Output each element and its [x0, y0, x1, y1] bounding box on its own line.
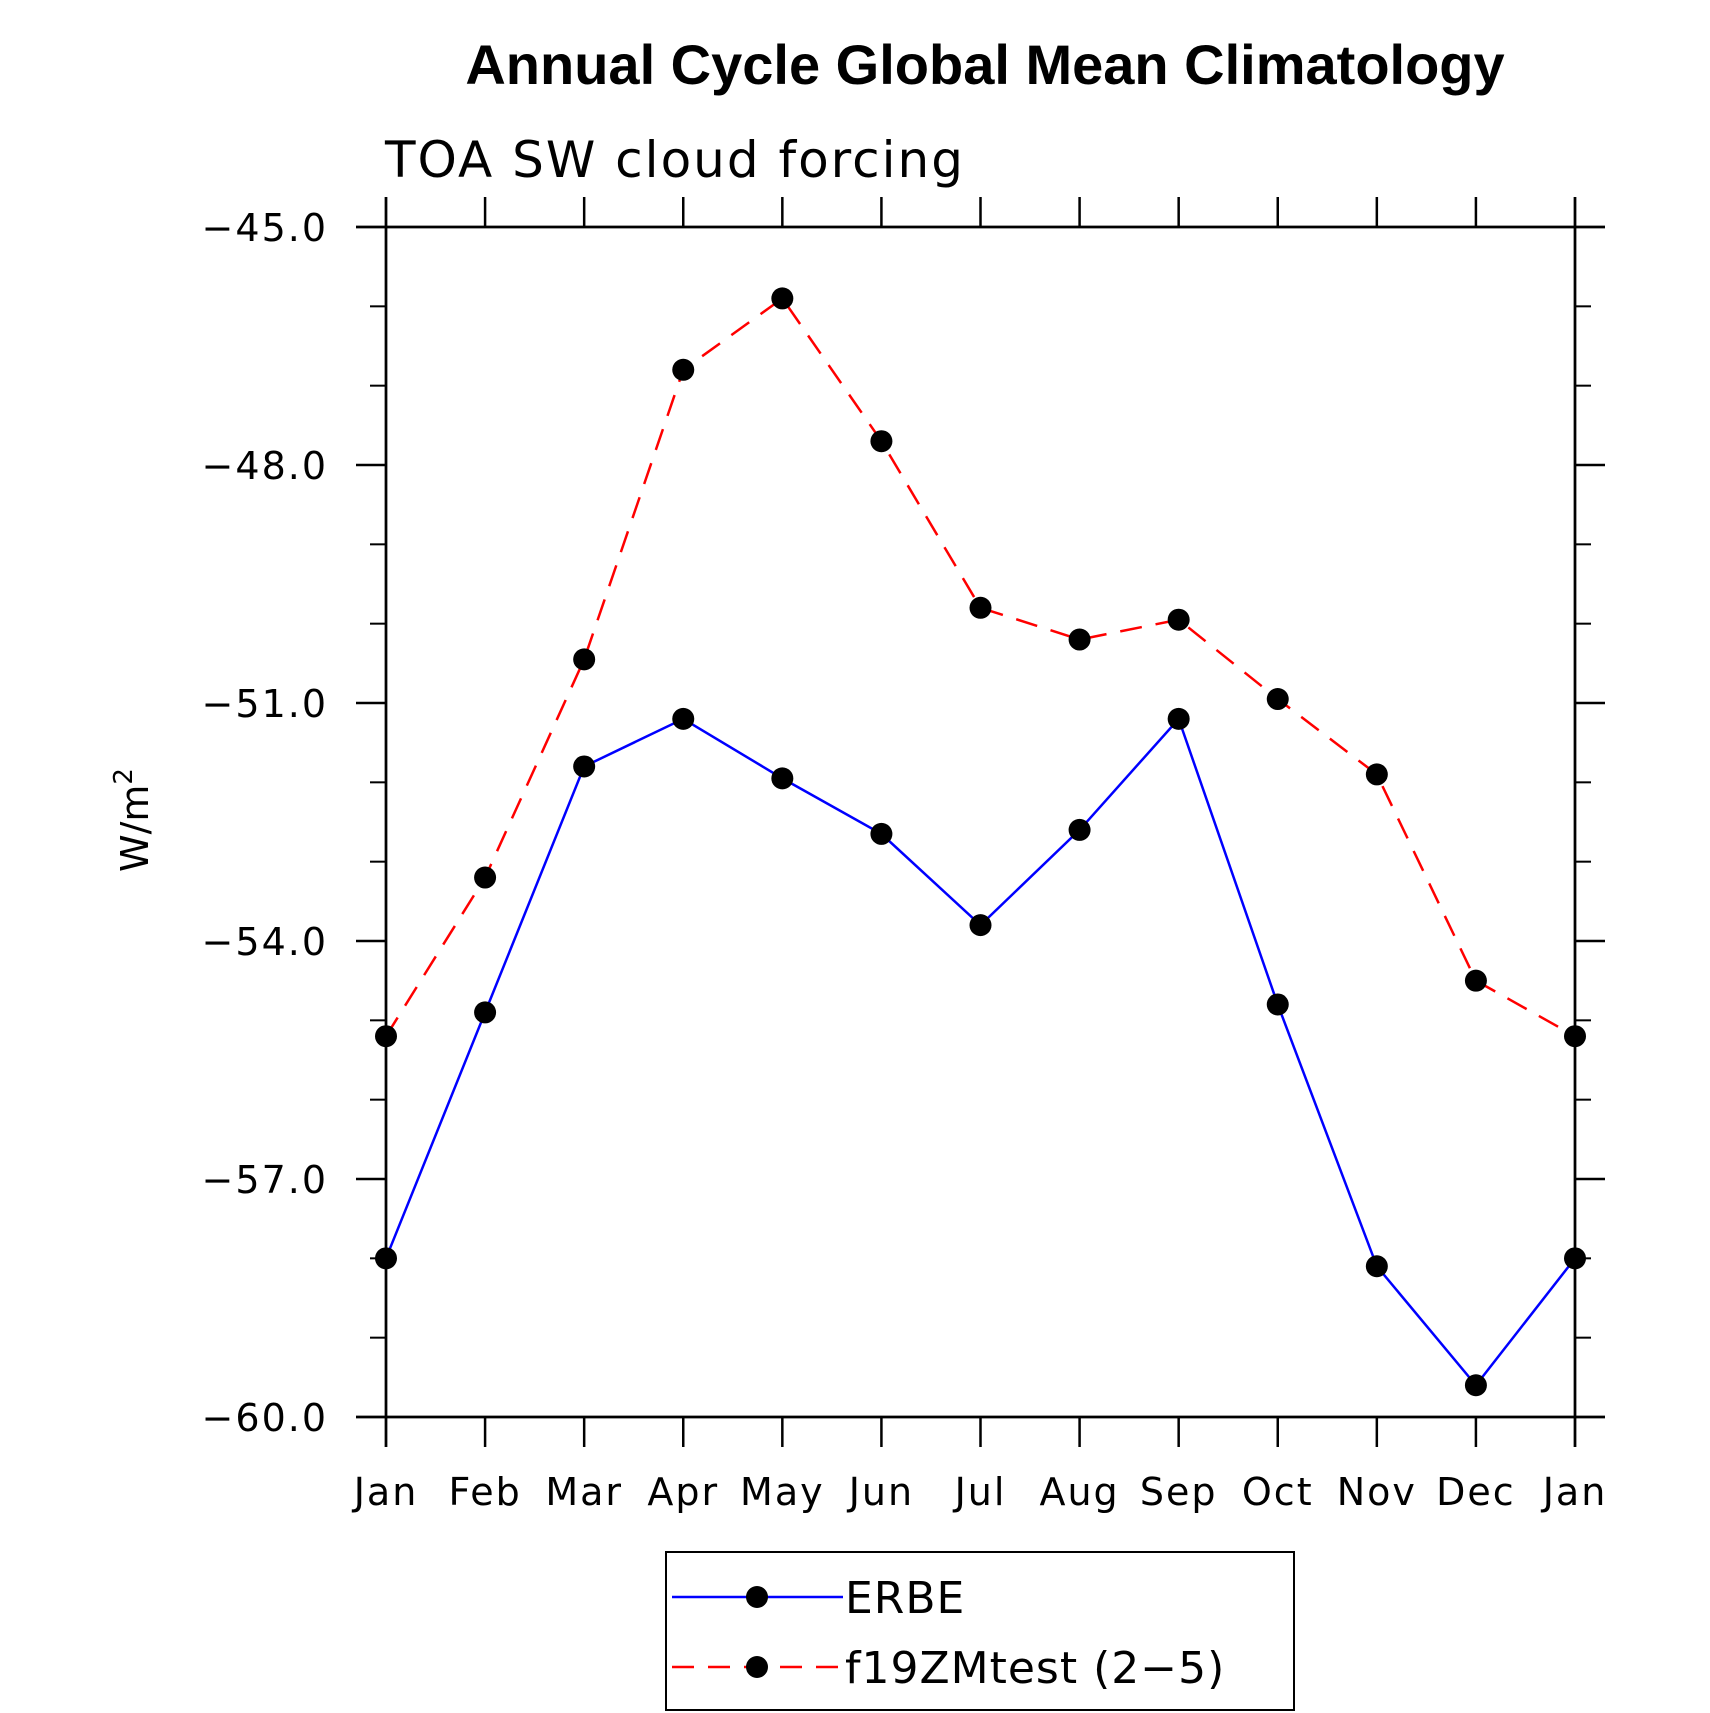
data-point-erbe — [1564, 1247, 1586, 1270]
data-point-f19zmtest-2-5 — [969, 596, 992, 619]
legend-label-f19zmtest: f19ZMtest (2−5) — [845, 1643, 1225, 1694]
series-layer — [375, 287, 1586, 1397]
x-tick-label: Feb — [448, 1470, 521, 1514]
data-point-erbe — [870, 822, 893, 845]
y-tick-label: −48.0 — [202, 444, 328, 488]
legend-label-erbe: ERBE — [845, 1573, 965, 1624]
x-tick-label: Sep — [1140, 1470, 1218, 1514]
legend-entry-erbe: ERBE — [672, 1573, 965, 1624]
data-point-f19zmtest-2-5 — [1068, 628, 1091, 651]
data-point-erbe — [573, 755, 596, 778]
legend-entry-f19zmtest: f19ZMtest (2−5) — [672, 1643, 1225, 1694]
y-tick-label: −54.0 — [202, 920, 328, 964]
data-point-erbe — [1068, 818, 1091, 841]
data-point-f19zmtest-2-5 — [1266, 688, 1289, 711]
legend-marker-f19zmtest — [746, 1656, 768, 1678]
x-tick-label: May — [740, 1470, 825, 1514]
x-tick-label: Nov — [1337, 1470, 1417, 1514]
data-point-erbe — [375, 1247, 397, 1270]
legend-box — [665, 1551, 1295, 1711]
y-axis-label: W/m2 — [109, 768, 157, 872]
data-point-f19zmtest-2-5 — [771, 287, 794, 310]
data-point-f19zmtest-2-5 — [573, 648, 596, 671]
data-point-f19zmtest-2-5 — [1365, 763, 1388, 786]
data-point-erbe — [672, 707, 695, 730]
data-point-erbe — [474, 1001, 497, 1024]
data-point-f19zmtest-2-5 — [672, 358, 695, 381]
x-tick-label: Mar — [545, 1470, 623, 1514]
data-point-f19zmtest-2-5 — [870, 430, 893, 453]
plot-area: Jan Feb Mar Apr May Jun Jul Aug Sep Oct Nov Dec Jan−… — [202, 197, 1608, 1514]
data-point-erbe — [1365, 1255, 1388, 1278]
plot-frame — [384, 225, 1577, 1419]
x-tick-label: Jan — [352, 1470, 419, 1514]
data-point-f19zmtest-2-5 — [1564, 1025, 1586, 1048]
data-point-f19zmtest-2-5 — [474, 866, 497, 889]
data-point-erbe — [1464, 1374, 1487, 1397]
x-tick-label: Apr — [647, 1470, 719, 1514]
chart-title: Annual Cycle Global Mean Climatology — [465, 33, 1504, 96]
data-point-f19zmtest-2-5 — [1464, 969, 1487, 992]
y-axis-label-superscript: 2 — [109, 768, 139, 785]
series-line-erbe — [384, 716, 1576, 1388]
data-point-erbe — [1167, 707, 1190, 730]
chart-subtitle: TOA SW cloud forcing — [384, 131, 965, 189]
y-tick-label: −60.0 — [202, 1396, 328, 1440]
x-tick-label: Aug — [1039, 1470, 1119, 1514]
x-tick-label: Oct — [1242, 1470, 1314, 1514]
y-axis-label-text: W/m — [113, 785, 157, 872]
data-point-erbe — [771, 767, 794, 790]
legend: ERBE f19ZMtest (2−5) — [665, 1551, 1295, 1711]
x-tick-label: Dec — [1436, 1470, 1516, 1514]
data-point-f19zmtest-2-5 — [1167, 608, 1190, 631]
y-tick-label: −57.0 — [202, 1158, 328, 1202]
legend-marker-erbe — [746, 1586, 768, 1608]
x-tick-label: Jun — [847, 1470, 914, 1514]
data-point-f19zmtest-2-5 — [375, 1025, 397, 1048]
x-tick-label: Jan — [1541, 1470, 1608, 1514]
data-point-erbe — [1266, 993, 1289, 1016]
y-tick-label: −51.0 — [202, 682, 328, 726]
x-tick-label: Jul — [953, 1470, 1007, 1514]
y-tick-label: −45.0 — [202, 206, 328, 250]
data-point-erbe — [969, 914, 992, 937]
